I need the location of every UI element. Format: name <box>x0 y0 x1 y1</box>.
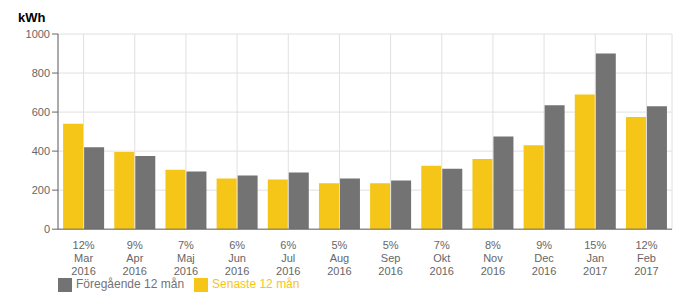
svg-text:8%Nov2016: 8%Nov2016 <box>481 239 505 277</box>
svg-text:6%Jun2016: 6%Jun2016 <box>225 239 249 277</box>
svg-text:6%Jul2016: 6%Jul2016 <box>276 239 300 277</box>
svg-text:800: 800 <box>32 67 50 79</box>
svg-text:5%Aug2016: 5%Aug2016 <box>327 239 351 277</box>
html-text:Senaste 12 mån: Senaste 12 mån <box>212 277 300 292</box>
svg-text:9%Apr2016: 9%Apr2016 <box>123 239 147 277</box>
svg-text:12%Mar2016: 12%Mar2016 <box>71 239 95 277</box>
svg-text:7%Okt2016: 7%Okt2016 <box>430 239 454 277</box>
html-text:kWh: kWh <box>18 10 46 25</box>
svg-text:400: 400 <box>32 145 50 157</box>
svg-text:200: 200 <box>32 184 50 196</box>
svg-text:600: 600 <box>32 106 50 118</box>
svg-text:1000: 1000 <box>26 28 50 40</box>
svg-text:12%Feb2017: 12%Feb2017 <box>634 239 658 277</box>
svg-text:0: 0 <box>44 223 50 235</box>
svg-text:7%Maj2016: 7%Maj2016 <box>174 239 198 277</box>
svg-text:5%Sep2016: 5%Sep2016 <box>378 239 402 277</box>
svg-text:15%Jan2017: 15%Jan2017 <box>583 239 607 277</box>
svg-text:9%Dec2016: 9%Dec2016 <box>532 239 556 277</box>
html-text:Föregående 12 mån: Föregående 12 mån <box>76 277 185 292</box>
